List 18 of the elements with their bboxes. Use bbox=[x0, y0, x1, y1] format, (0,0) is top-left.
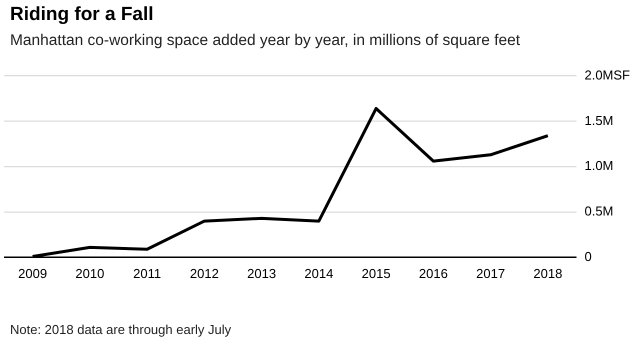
chart-title: Riding for a Fall bbox=[10, 4, 154, 26]
y-tick-label: 1.5M bbox=[584, 112, 614, 128]
y-tick-label: 0 bbox=[584, 248, 592, 264]
y-tick-label: 1.0M bbox=[584, 158, 614, 174]
x-tick-label: 2018 bbox=[533, 266, 562, 281]
y-tick-label: 0.5M bbox=[584, 204, 614, 219]
chart-subtitle: Manhattan co-working space added year by year, in millions of square feet bbox=[10, 32, 520, 50]
text: Note: 2018 data are through early July bbox=[10, 322, 232, 337]
x-tick-label: 2010 bbox=[75, 266, 104, 281]
x-tick-label: 2012 bbox=[190, 266, 219, 281]
x-tick-label: 2013 bbox=[247, 266, 276, 281]
x-tick-label: 2015 bbox=[362, 266, 391, 281]
x-tick-label: 2011 bbox=[133, 266, 162, 281]
x-tick-label: 2016 bbox=[418, 266, 448, 281]
x-tick-label: 2014 bbox=[304, 266, 334, 281]
x-tick-label: 2017 bbox=[476, 266, 506, 281]
x-tick-label: 2009 bbox=[18, 266, 48, 281]
y-tick-label: 2.0MSF bbox=[584, 67, 630, 82]
